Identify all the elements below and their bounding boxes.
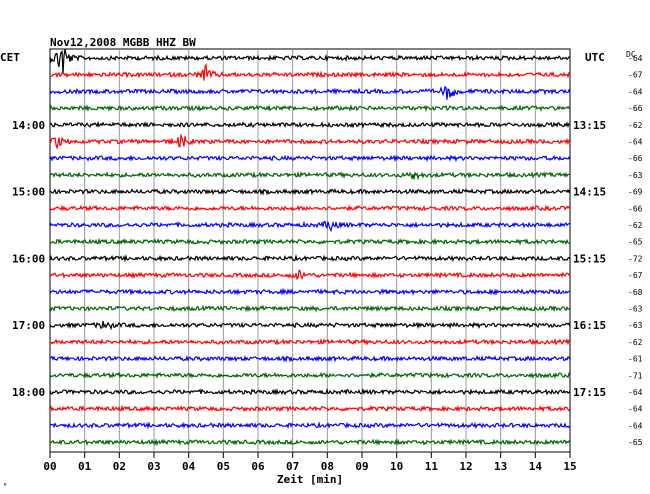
dc-value-label: -67: [628, 71, 643, 80]
grid-lines: [49, 48, 571, 458]
trace-line: [49, 237, 571, 246]
trace-line: [49, 337, 571, 346]
trace-line: [49, 304, 571, 313]
x-tick-label: 11: [425, 460, 439, 473]
trace-line: [49, 287, 571, 296]
trace-line: [49, 320, 571, 331]
x-tick-label: 07: [286, 460, 299, 473]
left-hour-label: 18:00: [12, 386, 45, 399]
axis-labels: Nov12,2008 MGBB HHZ BW CET UTC DC Zeit […: [0, 36, 643, 490]
dc-value-label: -64: [628, 421, 643, 430]
x-tick-label: 01: [78, 460, 92, 473]
trace-line: [49, 120, 571, 129]
dc-value-label: -64: [628, 54, 643, 63]
dc-value-label: -66: [628, 154, 643, 163]
x-tick-label: 03: [147, 460, 160, 473]
dc-value-label: -72: [628, 254, 643, 263]
right-axis-label: UTC: [585, 51, 605, 64]
x-tick-label: 00: [43, 460, 56, 473]
dc-value-label: -67: [628, 271, 643, 280]
trace-line: [49, 354, 571, 363]
x-tick-label: 09: [355, 460, 368, 473]
trace-line: [49, 220, 571, 233]
trace-line: [49, 154, 571, 163]
dc-value-label: -66: [628, 104, 643, 113]
x-tick-label: 13: [494, 460, 507, 473]
trace-line: [49, 103, 571, 112]
dc-value-label: -68: [628, 288, 643, 297]
x-tick-label: 10: [390, 460, 403, 473]
trace-line: [49, 170, 571, 181]
corner-mark: ᴺ: [3, 482, 7, 490]
right-hour-label: 17:15: [573, 386, 606, 399]
dc-value-label: -63: [628, 321, 643, 330]
dc-value-label: -64: [628, 87, 643, 96]
x-tick-label: 05: [217, 460, 230, 473]
x-axis-label: Zeit [min]: [277, 473, 343, 486]
x-tick-label: 08: [321, 460, 334, 473]
dc-value-label: -61: [628, 355, 643, 364]
left-hour-label: 14:00: [12, 119, 45, 132]
trace-line: [49, 371, 571, 379]
left-axis-label: CET: [0, 51, 20, 64]
plot-frame: [49, 48, 571, 453]
dc-label: DC: [626, 50, 636, 59]
x-tick-label: 02: [113, 460, 126, 473]
dc-value-label: -63: [628, 305, 643, 314]
dc-value-label: -66: [628, 204, 643, 213]
trace-line: [49, 85, 571, 100]
dc-value-label: -71: [628, 371, 643, 380]
trace-line: [49, 254, 571, 263]
trace-line: [49, 49, 571, 74]
left-hour-label: 16:00: [12, 252, 45, 265]
dc-value-label: -63: [628, 171, 643, 180]
right-hour-label: 15:15: [573, 252, 606, 265]
trace-line: [49, 269, 571, 281]
right-hour-label: 13:15: [573, 119, 606, 132]
trace-line: [49, 62, 571, 81]
trace-line: [49, 187, 571, 196]
x-tick-label: 04: [182, 460, 196, 473]
dc-value-label: -62: [628, 338, 643, 347]
dc-value-label: -69: [628, 188, 643, 197]
dc-value-label: -65: [628, 238, 643, 247]
trace-line: [49, 134, 571, 151]
right-hour-label: 14:15: [573, 186, 606, 199]
x-tick-label: 14: [529, 460, 543, 473]
left-hour-label: 15:00: [12, 186, 45, 199]
trace-line: [49, 438, 571, 447]
left-hour-label: 17:00: [12, 319, 45, 332]
dc-value-label: -64: [628, 138, 643, 147]
dc-value-label: -62: [628, 221, 643, 230]
right-hour-label: 16:15: [573, 319, 606, 332]
x-tick-label: 15: [563, 460, 576, 473]
dc-value-label: -65: [628, 438, 643, 447]
trace-line: [49, 387, 571, 396]
x-tick-label: 06: [251, 460, 265, 473]
dc-value-label: -62: [628, 121, 643, 130]
trace-line: [49, 404, 571, 413]
x-tick-label: 12: [459, 460, 472, 473]
trace-line: [49, 421, 571, 430]
dc-value-label: -64: [628, 388, 643, 397]
trace-line: [49, 204, 571, 212]
seismic-traces: [49, 49, 571, 447]
dc-value-label: -64: [628, 405, 643, 414]
chart-title: Nov12,2008 MGBB HHZ BW: [50, 36, 196, 49]
